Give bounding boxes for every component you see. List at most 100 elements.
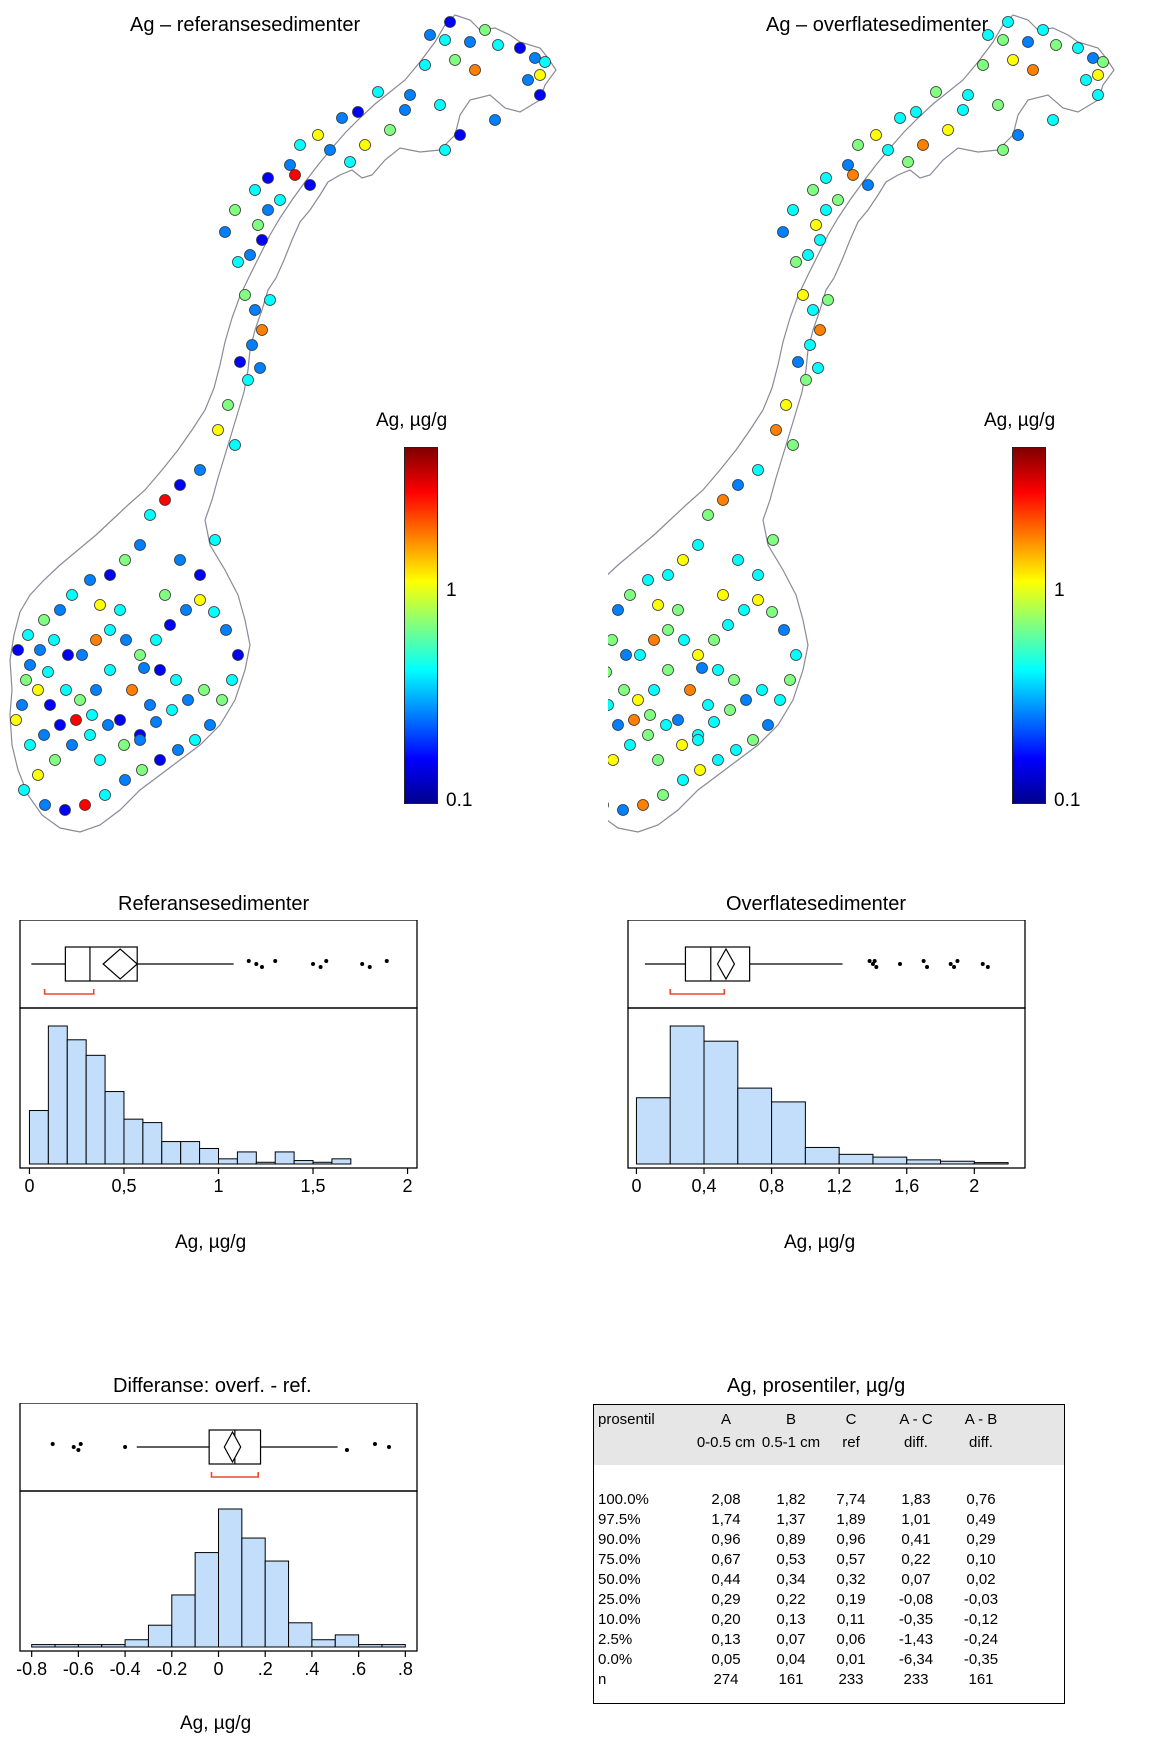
- station-dot: [44, 699, 56, 711]
- station-dot: [766, 606, 778, 618]
- station-dot: [134, 734, 146, 746]
- station-dot: [778, 624, 790, 636]
- station-dot: [676, 739, 688, 751]
- station-dot: [787, 439, 799, 451]
- station-dot: [344, 156, 356, 168]
- station-dot: [256, 234, 268, 246]
- station-dot: [534, 69, 546, 81]
- station-dot: [198, 684, 210, 696]
- outlier-point: [386, 1445, 391, 1449]
- station-dot: [529, 52, 541, 64]
- station-dot: [717, 589, 729, 601]
- table-cell: n: [598, 1671, 607, 1688]
- histogram-bar: [161, 1141, 182, 1165]
- table-cell: 10.0%: [598, 1611, 641, 1628]
- histogram-bar: [66, 1039, 87, 1165]
- station-dot: [246, 339, 258, 351]
- station-dot: [32, 769, 44, 781]
- outlier-point: [985, 965, 990, 969]
- station-dot: [419, 59, 431, 71]
- station-dot: [264, 294, 276, 306]
- station-dot: [642, 729, 654, 741]
- station-dot: [810, 219, 822, 231]
- station-dot: [194, 594, 206, 606]
- station-dot: [10, 714, 22, 726]
- outlier-point: [870, 962, 875, 966]
- station-dot: [770, 424, 782, 436]
- station-dot: [12, 644, 24, 656]
- station-dot: [807, 184, 819, 196]
- map-surf-title: Ag – overflatesedimenter: [766, 14, 989, 36]
- station-dot: [94, 599, 106, 611]
- station-dot: [790, 649, 802, 661]
- histogram-bar: [331, 1158, 352, 1165]
- station-dot: [657, 789, 669, 801]
- station-dot: [118, 739, 130, 751]
- mean-diamond: [102, 948, 139, 980]
- station-dot: [209, 534, 221, 546]
- station-dot: [170, 674, 182, 686]
- station-dot: [800, 374, 812, 386]
- station-dot: [249, 184, 261, 196]
- map-ref-title: Ag – referansesedimenter: [130, 14, 361, 36]
- x-tick-label: -0.6: [63, 1659, 94, 1679]
- x-tick-label: 0,8: [759, 1176, 784, 1196]
- histogram-bar: [358, 1644, 383, 1648]
- colorbar-ref: [404, 447, 438, 804]
- station-dot: [608, 634, 618, 646]
- station-dot: [48, 634, 60, 646]
- table-cell: -0,35: [898, 1611, 934, 1628]
- station-dot: [84, 574, 96, 586]
- table-cell: 1,83: [901, 1491, 931, 1508]
- hist-ref-chart: 0 0,5 1 1,5 2: [19, 920, 418, 1196]
- station-dot: [359, 139, 371, 151]
- table-cell: 0,10: [966, 1551, 996, 1568]
- station-dot: [219, 226, 231, 238]
- station-dot: [784, 674, 796, 686]
- station-dot: [384, 124, 396, 136]
- table-cell: 90.0%: [598, 1531, 641, 1548]
- station-dot: [24, 739, 36, 751]
- station-dot: [242, 374, 254, 386]
- station-dot: [1080, 74, 1092, 86]
- station-dot: [274, 194, 286, 206]
- station-dot: [804, 339, 816, 351]
- station-dot: [144, 699, 156, 711]
- station-dot: [284, 159, 296, 171]
- station-dot: [862, 179, 874, 191]
- table-cell: 1,37: [776, 1511, 806, 1528]
- histogram-bar: [104, 1091, 125, 1165]
- outlier-point: [50, 1442, 55, 1446]
- histogram-bar: [906, 1159, 942, 1165]
- table-cell: 0,29: [711, 1591, 741, 1608]
- table-header-band: [594, 1405, 1064, 1465]
- histogram-bar: [31, 1644, 56, 1648]
- station-dot: [696, 662, 708, 674]
- station-dot: [66, 739, 78, 751]
- station-dot: [942, 124, 954, 136]
- station-dot: [648, 634, 660, 646]
- x-tick-label: 0,4: [692, 1176, 717, 1196]
- station-dot: [624, 739, 636, 751]
- table-header-cell: A - C: [899, 1411, 933, 1428]
- station-dot: [767, 534, 779, 546]
- histogram-bar: [101, 1644, 126, 1648]
- x-tick-label: 0,5: [111, 1176, 136, 1196]
- histogram-bar: [123, 1118, 144, 1165]
- station-dot: [790, 256, 802, 268]
- station-dot: [54, 604, 66, 616]
- histogram-bar: [171, 1594, 196, 1648]
- station-dot: [134, 539, 146, 551]
- station-dot: [708, 716, 720, 728]
- station-dot: [732, 554, 744, 566]
- colorbar-ref-tick-01: 0.1: [446, 790, 473, 811]
- station-dot: [752, 569, 764, 581]
- station-dot: [449, 54, 461, 66]
- station-dot: [997, 34, 1009, 46]
- station-dot: [702, 699, 714, 711]
- station-dot: [32, 684, 44, 696]
- table-cell: 0,67: [711, 1551, 741, 1568]
- outlier-point: [311, 962, 316, 966]
- table-header-cell: 0-0.5 cm: [696, 1434, 756, 1451]
- station-dot: [289, 169, 301, 181]
